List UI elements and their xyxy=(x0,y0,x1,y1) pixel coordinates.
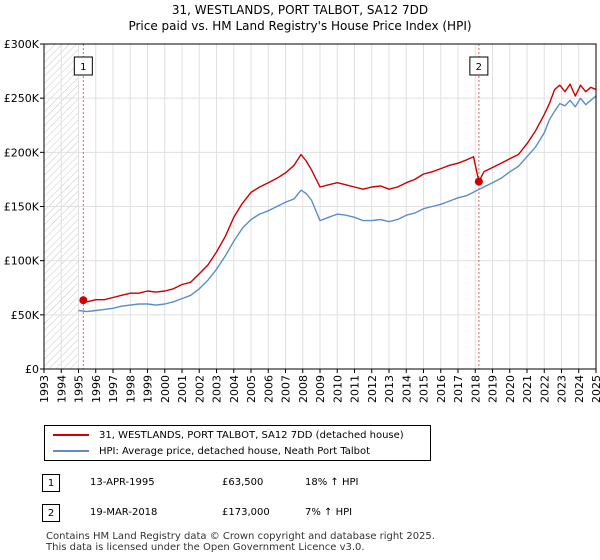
y-tick-label: £0 xyxy=(25,363,39,376)
chart-title-line-2: Price paid vs. HM Land Registry's House … xyxy=(128,19,472,33)
legend-item-property: 31, WESTLANDS, PORT TALBOT, SA12 7DD (de… xyxy=(53,429,404,443)
y-tick-label: £50K xyxy=(11,309,40,322)
x-tick-label: 2009 xyxy=(314,375,327,403)
legend-swatch-property xyxy=(53,434,89,436)
sale-point xyxy=(79,296,88,305)
y-tick-label: £250K xyxy=(4,92,40,105)
legend-label-property: 31, WESTLANDS, PORT TALBOT, SA12 7DD (de… xyxy=(99,430,404,441)
x-tick-label: 2019 xyxy=(487,375,500,403)
x-tick-label: 2006 xyxy=(262,375,275,403)
x-tick-label: 1996 xyxy=(90,375,103,403)
x-tick-label: 2025 xyxy=(590,375,600,403)
x-tick-label: 1993 xyxy=(38,375,51,403)
x-tick-label: 2005 xyxy=(245,375,258,403)
chart-title-line-1: 31, WESTLANDS, PORT TALBOT, SA12 7DD xyxy=(171,3,429,17)
sale-marker-box xyxy=(73,56,93,76)
x-tick-label: 2014 xyxy=(400,375,413,403)
x-tick-label: 2010 xyxy=(331,375,344,403)
x-tick-label: 2004 xyxy=(228,375,241,403)
x-tick-label: 1999 xyxy=(142,375,155,403)
x-tick-label: 2016 xyxy=(435,375,448,403)
chart-legend: 31, WESTLANDS, PORT TALBOT, SA12 7DD (de… xyxy=(44,425,431,461)
legend-item-hpi: HPI: Average price, detached house, Neat… xyxy=(53,445,370,459)
y-tick-label: £200K xyxy=(4,146,40,159)
x-tick-label: 2013 xyxy=(383,375,396,403)
x-tick-label: 1997 xyxy=(107,375,120,403)
x-tick-label: 2022 xyxy=(538,375,551,403)
legend-label-hpi: HPI: Average price, detached house, Neat… xyxy=(99,446,371,457)
sale-marker-label: 2 xyxy=(476,62,482,73)
y-tick-label: £150K xyxy=(4,201,40,214)
sale-date: 13-APR-1995 xyxy=(90,477,155,488)
x-tick-label: 1994 xyxy=(55,375,68,403)
x-tick-label: 1995 xyxy=(73,375,86,403)
sale-price: £63,500 xyxy=(222,477,264,488)
sale-number-badge: 1 xyxy=(42,474,60,492)
x-tick-label: 2011 xyxy=(349,375,362,403)
footer-line-1: Contains HM Land Registry data © Crown c… xyxy=(46,531,435,542)
x-tick-label: 2017 xyxy=(452,375,465,403)
sale-hpi-change: 7% ↑ HPI xyxy=(305,507,353,518)
footer-attribution: Contains HM Land Registry data © Crown c… xyxy=(46,531,435,553)
x-tick-label: 2021 xyxy=(521,375,534,403)
price-chart: 1 2 1993 1994 1995 1996 1997 1998 1999 2000 2001 2… xyxy=(4,38,600,403)
sale-marker-label: 1 xyxy=(80,62,86,73)
legend-swatch-hpi xyxy=(53,450,89,452)
hpi-series-line xyxy=(78,95,596,313)
sale-row: 1 13-APR-1995 £63,500 18% ↑ HPI xyxy=(0,474,600,496)
sale-price: £173,000 xyxy=(222,507,270,518)
sale-date: 19-MAR-2018 xyxy=(90,507,158,518)
sale-row: 2 19-MAR-2018 £173,000 7% ↑ HPI xyxy=(0,504,600,526)
sale-marker-box xyxy=(469,56,489,76)
x-tick-label: 2012 xyxy=(366,375,379,403)
x-tick-label: 2002 xyxy=(193,375,206,403)
x-tick-label: 2023 xyxy=(556,375,569,403)
footer-line-2: This data is licensed under the Open Gov… xyxy=(46,542,365,553)
property-price-line xyxy=(83,83,596,303)
x-tick-label: 2008 xyxy=(297,375,310,403)
sale-hpi-change: 18% ↑ HPI xyxy=(305,477,359,488)
x-tick-label: 2000 xyxy=(159,375,172,403)
x-tick-label: 2018 xyxy=(469,375,482,403)
x-tick-label: 2007 xyxy=(280,375,293,403)
x-tick-label: 2020 xyxy=(504,375,517,403)
y-tick-label: £100K xyxy=(4,255,40,268)
x-tick-label: 1998 xyxy=(124,375,137,403)
x-tick-label: 2015 xyxy=(418,375,431,403)
x-tick-label: 2024 xyxy=(573,375,586,403)
y-tick-label: £300K xyxy=(4,38,40,51)
sale-point xyxy=(474,177,483,186)
x-tick-label: 2003 xyxy=(211,375,224,403)
x-tick-label: 2001 xyxy=(176,375,189,403)
sale-number-badge: 2 xyxy=(42,504,60,522)
